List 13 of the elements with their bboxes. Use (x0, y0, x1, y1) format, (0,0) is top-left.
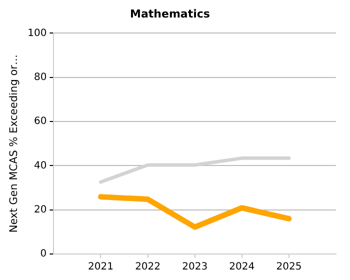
x-tick-label: 2022 (135, 262, 161, 273)
chart-title: Mathematics (130, 7, 210, 20)
y-tick-label: 80 (34, 72, 47, 83)
x-tick-label: 2025 (276, 262, 302, 273)
y-axis-title: Next Gen MCAS % Exceeding or… (8, 54, 20, 233)
y-tick-label: 20 (34, 204, 47, 216)
y-tick-label: 60 (34, 116, 47, 128)
y-tick-label: 0 (40, 248, 47, 260)
y-tick-label: 40 (34, 160, 47, 172)
x-tick-label: 2021 (88, 262, 114, 273)
x-tick-label: 2024 (229, 262, 255, 273)
y-tick-label: 100 (28, 28, 47, 39)
x-tick-label: 2023 (182, 262, 208, 273)
